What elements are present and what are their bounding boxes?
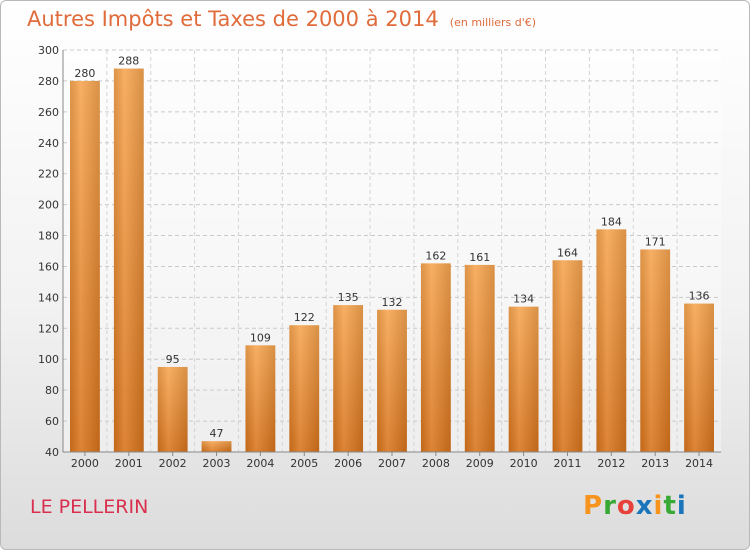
x-tick-label: 2012 bbox=[597, 457, 625, 470]
bar-shade bbox=[684, 303, 714, 452]
chart-subtitle: (en milliers d'€) bbox=[449, 16, 537, 29]
bar-shade bbox=[464, 264, 495, 452]
data-label: 162 bbox=[425, 249, 446, 262]
data-label: 136 bbox=[689, 290, 710, 303]
x-tick-label: 2000 bbox=[71, 457, 99, 470]
x-tick-label: 2010 bbox=[510, 457, 538, 470]
y-tick-label: 40 bbox=[45, 446, 59, 459]
bar-shade bbox=[508, 306, 539, 452]
bar-shade bbox=[289, 325, 320, 452]
data-label: 95 bbox=[166, 353, 180, 366]
bar-shade bbox=[640, 249, 671, 452]
bar-shade bbox=[420, 263, 451, 452]
data-label: 109 bbox=[250, 331, 271, 344]
x-tick-label: 2001 bbox=[115, 457, 143, 470]
data-label: 184 bbox=[601, 215, 622, 228]
y-tick-label: 80 bbox=[45, 384, 59, 397]
y-tick-label: 280 bbox=[38, 75, 59, 88]
title-block: Autres Impôts et Taxes de 2000 à 2014 (e… bbox=[27, 7, 536, 31]
data-label: 47 bbox=[210, 427, 224, 440]
y-tick-label: 220 bbox=[38, 168, 59, 181]
x-tick-label: 2005 bbox=[290, 457, 318, 470]
data-label: 280 bbox=[74, 67, 95, 80]
bar-shade bbox=[333, 305, 364, 452]
bar-shade bbox=[157, 366, 188, 452]
bars-layer bbox=[70, 68, 714, 453]
logo-letter: r bbox=[603, 491, 617, 521]
axis-layer: 40 60 80 100 120 140 160 180 200 220 240 260 280 300 2… bbox=[38, 44, 721, 470]
x-tick-label: 2014 bbox=[685, 457, 713, 470]
y-tick-label: 240 bbox=[38, 137, 59, 150]
x-tick-label: 2009 bbox=[466, 457, 494, 470]
y-tick-label: 120 bbox=[38, 322, 59, 335]
logo-letter: t bbox=[663, 491, 677, 521]
y-tick-label: 140 bbox=[38, 291, 59, 304]
data-label: 288 bbox=[118, 55, 139, 68]
x-tick-label: 2008 bbox=[422, 457, 450, 470]
data-label: 161 bbox=[469, 251, 490, 264]
x-tick-label: 2011 bbox=[553, 457, 581, 470]
x-tick-label: 2013 bbox=[641, 457, 669, 470]
y-tick-label: 200 bbox=[38, 199, 59, 212]
y-tick-label: 300 bbox=[38, 44, 59, 57]
logo-letter: P bbox=[583, 491, 604, 521]
chart-title: Autres Impôts et Taxes de 2000 à 2014 bbox=[27, 7, 439, 31]
y-tick-label: 60 bbox=[45, 415, 59, 428]
x-tick-label: 2003 bbox=[203, 457, 231, 470]
y-tick-label: 260 bbox=[38, 106, 59, 119]
logo-letter: i bbox=[653, 491, 664, 521]
location-label: LE PELLERIN bbox=[30, 496, 149, 518]
y-tick-label: 180 bbox=[38, 230, 59, 243]
data-label: 171 bbox=[645, 235, 666, 248]
x-tick-label: 2007 bbox=[378, 457, 406, 470]
data-label: 134 bbox=[513, 293, 534, 306]
x-tick-label: 2006 bbox=[334, 457, 362, 470]
bar-shade bbox=[201, 441, 232, 452]
logo-letter: x bbox=[635, 491, 654, 521]
x-tick-label: 2002 bbox=[159, 457, 187, 470]
data-label: 122 bbox=[294, 311, 315, 324]
x-tick-label: 2004 bbox=[246, 457, 274, 470]
bar-shade bbox=[377, 309, 407, 452]
data-label: 132 bbox=[382, 296, 403, 309]
bar-shade bbox=[245, 345, 276, 452]
bar-shade bbox=[552, 260, 583, 452]
logo-letter: o bbox=[616, 491, 636, 521]
data-label: 164 bbox=[557, 246, 578, 259]
data-label: 135 bbox=[338, 291, 359, 304]
y-tick-label: 100 bbox=[38, 353, 59, 366]
y-tick-label: 160 bbox=[38, 260, 59, 273]
bar-shade bbox=[113, 68, 144, 453]
proxiti-logo[interactable]: Proxiti bbox=[583, 491, 687, 521]
bar-shade bbox=[596, 229, 627, 452]
bar-shade bbox=[70, 80, 100, 452]
logo-letter: i bbox=[676, 491, 687, 521]
